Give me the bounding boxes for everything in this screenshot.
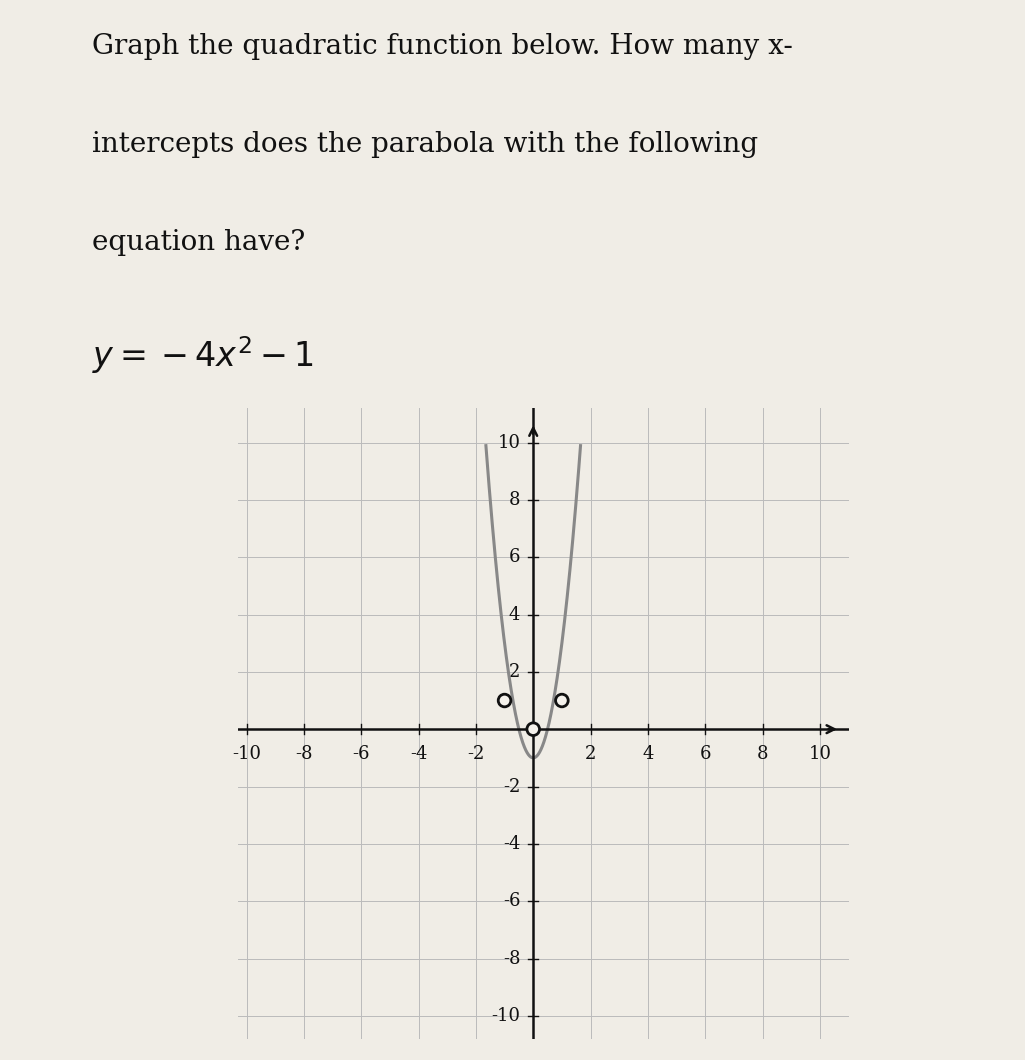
Text: intercepts does the parabola with the following: intercepts does the parabola with the fo…: [92, 130, 758, 158]
Text: Graph the quadratic function below. How many x-: Graph the quadratic function below. How …: [92, 33, 793, 59]
Text: 4: 4: [643, 745, 654, 763]
Text: $y = -4x^2 - 1$: $y = -4x^2 - 1$: [92, 335, 315, 376]
Text: -6: -6: [503, 893, 521, 911]
Text: equation have?: equation have?: [92, 229, 305, 255]
Text: -4: -4: [410, 745, 427, 763]
Text: -2: -2: [467, 745, 485, 763]
Text: 8: 8: [756, 745, 769, 763]
Circle shape: [527, 723, 539, 736]
Text: -10: -10: [232, 745, 261, 763]
Text: 6: 6: [699, 745, 711, 763]
Text: 2: 2: [585, 745, 597, 763]
Text: 6: 6: [508, 548, 521, 566]
Circle shape: [498, 694, 510, 707]
Circle shape: [556, 694, 568, 707]
Text: -8: -8: [295, 745, 313, 763]
Text: -8: -8: [503, 950, 521, 968]
Text: 8: 8: [508, 491, 521, 509]
Text: -2: -2: [503, 778, 521, 795]
Text: -6: -6: [353, 745, 370, 763]
Text: -4: -4: [503, 835, 521, 853]
Text: 4: 4: [509, 605, 521, 623]
Text: 2: 2: [509, 662, 521, 681]
Text: -10: -10: [491, 1007, 521, 1025]
Text: 10: 10: [809, 745, 831, 763]
Text: 10: 10: [497, 434, 521, 452]
